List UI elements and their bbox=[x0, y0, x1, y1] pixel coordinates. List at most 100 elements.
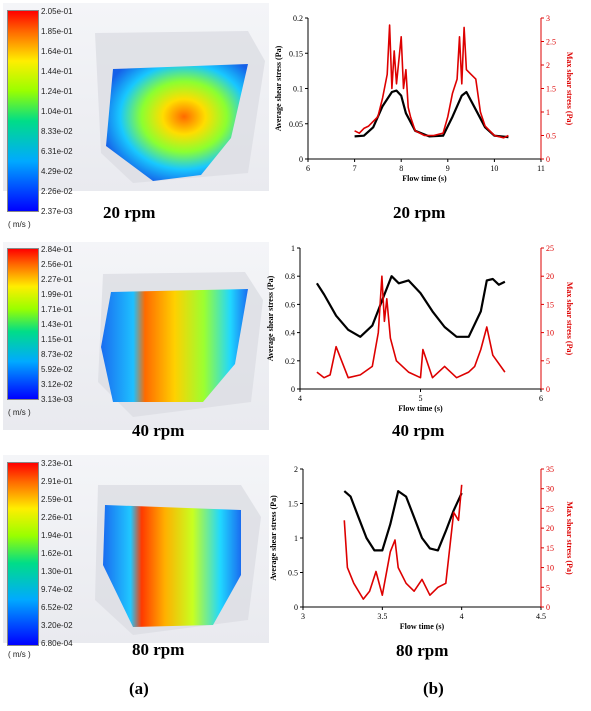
x-tick-label: 4 bbox=[298, 394, 302, 403]
x-axis-label: Flow time (s) bbox=[402, 174, 447, 183]
caption-left-20rpm: 20 rpm bbox=[103, 203, 156, 222]
colorbar-unit: ( m/s ) bbox=[8, 220, 31, 229]
x-tick-label: 10 bbox=[490, 164, 498, 173]
y-axis-label-left: Average shear stress (Pa) bbox=[266, 275, 275, 361]
cfd-contour-image bbox=[95, 485, 261, 635]
cfd-contour-image bbox=[95, 31, 265, 183]
colorbar-tick-label: 1.62e-01 bbox=[41, 549, 73, 558]
cfd-contour-panel-80rpm bbox=[3, 455, 269, 643]
y2-tick-label: 2 bbox=[546, 61, 550, 70]
y2-tick-label: 15 bbox=[546, 300, 554, 309]
y-axis-label-left: Average shear stress (Pa) bbox=[269, 495, 278, 581]
y2-tick-label: 20 bbox=[546, 272, 554, 281]
colorbar-unit: ( m/s ) bbox=[8, 650, 31, 659]
colorbar-tick-label: 4.29e-02 bbox=[41, 167, 73, 176]
x-tick-label: 9 bbox=[446, 164, 450, 173]
x-axis-label: Flow time (s) bbox=[398, 404, 443, 413]
x-tick-label: 8 bbox=[399, 164, 403, 173]
colorbar-tick-label: 1.71e-01 bbox=[41, 305, 73, 314]
y-tick-label: 0.05 bbox=[289, 120, 303, 129]
x-tick-label: 5 bbox=[419, 394, 423, 403]
y-tick-label: 0 bbox=[291, 385, 295, 394]
cfd-contour-panel-40rpm bbox=[3, 242, 269, 430]
caption-right-20rpm: 20 rpm bbox=[393, 203, 446, 222]
y-tick-label: 0 bbox=[294, 603, 298, 612]
y-tick-label: 0.5 bbox=[288, 569, 298, 578]
caption-left-40rpm: 40 rpm bbox=[132, 421, 185, 440]
colorbar-tick-label: 2.84e-01 bbox=[41, 245, 73, 254]
colorbar-tick-label: 1.15e-01 bbox=[41, 335, 73, 344]
series-line-average-shear bbox=[315, 275, 506, 338]
y2-tick-label: 2.5 bbox=[546, 38, 556, 47]
y-tick-label: 1 bbox=[294, 534, 298, 543]
colorbar-tick-label: 1.85e-01 bbox=[41, 27, 73, 36]
y-axis-label-left: Average shear stress (Pa) bbox=[274, 45, 283, 131]
y2-tick-label: 0 bbox=[546, 603, 550, 612]
y2-tick-label: 3 bbox=[546, 14, 550, 23]
y-axis-label-right: Max shear stress (Pa) bbox=[565, 282, 574, 356]
colorbar-tick-label: 1.99e-01 bbox=[41, 290, 73, 299]
y-tick-label: 0.4 bbox=[285, 329, 295, 338]
colorbar-tick-label: 1.30e-01 bbox=[41, 567, 73, 576]
y2-tick-label: 25 bbox=[546, 244, 554, 253]
x-tick-label: 7 bbox=[353, 164, 357, 173]
y-tick-label: 2 bbox=[294, 465, 298, 474]
colorbar-tick-label: 2.27e-01 bbox=[41, 275, 73, 284]
caption-right-40rpm: 40 rpm bbox=[392, 421, 445, 440]
y2-tick-label: 0 bbox=[546, 385, 550, 394]
colorbar-gradient bbox=[7, 248, 39, 400]
chart-1: 6 7 8 9 10 1100.050.10.150.200.511.522.53Flow… bbox=[274, 14, 574, 183]
colorbar-tick-label: 1.24e-01 bbox=[41, 87, 73, 96]
y-tick-label: 0 bbox=[299, 155, 303, 164]
colorbar-tick-label: 8.73e-02 bbox=[41, 350, 73, 359]
colorbar-tick-label: 2.05e-01 bbox=[41, 7, 73, 16]
colorbar-tick-label: 2.56e-01 bbox=[41, 260, 73, 269]
y-tick-label: 0.1 bbox=[293, 85, 303, 94]
series-line-max-shear bbox=[343, 484, 463, 600]
colorbar-tick-label: 5.92e-02 bbox=[41, 365, 73, 374]
colorbar-tick-label: 2.59e-01 bbox=[41, 495, 73, 504]
y2-tick-label: 25 bbox=[546, 504, 554, 513]
y2-tick-label: 30 bbox=[546, 485, 554, 494]
colorbar-tick-label: 9.74e-02 bbox=[41, 585, 73, 594]
series-line-average-shear bbox=[343, 490, 463, 552]
x-tick-label: 6 bbox=[306, 164, 310, 173]
y2-tick-label: 1 bbox=[546, 108, 550, 117]
colorbar-tick-label: 6.80e-04 bbox=[41, 639, 73, 648]
series-line-max-shear bbox=[316, 275, 506, 379]
colorbar-tick-label: 6.31e-02 bbox=[41, 147, 73, 156]
y2-tick-label: 0.5 bbox=[546, 132, 556, 141]
cfd-contour-panel-20rpm bbox=[3, 3, 269, 191]
cfd-contour-image bbox=[98, 272, 263, 417]
colorbar-tick-label: 3.13e-03 bbox=[41, 395, 73, 404]
colorbar-tick-label: 1.64e-01 bbox=[41, 47, 73, 56]
colorbar-tick-label: 3.12e-02 bbox=[41, 380, 73, 389]
colorbar-tick-label: 3.23e-01 bbox=[41, 459, 73, 468]
y2-tick-label: 5 bbox=[546, 357, 550, 366]
y-tick-label: 1.5 bbox=[288, 500, 298, 509]
y-axis-label-right: Max shear stress (Pa) bbox=[565, 501, 574, 575]
y-tick-label: 0.6 bbox=[285, 300, 295, 309]
colorbar-tick-label: 2.26e-01 bbox=[41, 513, 73, 522]
y2-tick-label: 1.5 bbox=[546, 85, 556, 94]
y2-tick-label: 10 bbox=[546, 329, 554, 338]
caption-right-80rpm: 80 rpm bbox=[396, 641, 449, 660]
colorbar-unit: ( m/s ) bbox=[8, 408, 31, 417]
y2-tick-label: 20 bbox=[546, 524, 554, 533]
panel-label-b: (b) bbox=[423, 679, 444, 698]
colorbar-gradient bbox=[7, 10, 39, 212]
x-tick-label: 6 bbox=[539, 394, 543, 403]
x-tick-label: 11 bbox=[537, 164, 545, 173]
colorbar-tick-label: 1.04e-01 bbox=[41, 107, 73, 116]
colorbar-tick-label: 2.26e-02 bbox=[41, 187, 73, 196]
colorbar-tick-label: 1.43e-01 bbox=[41, 320, 73, 329]
x-axis-label: Flow time (s) bbox=[400, 622, 445, 631]
y-tick-label: 0.2 bbox=[293, 14, 303, 23]
x-tick-label: 3.5 bbox=[377, 612, 387, 621]
y2-tick-label: 10 bbox=[546, 564, 554, 573]
colorbar-gradient bbox=[7, 462, 39, 646]
x-tick-label: 4 bbox=[460, 612, 464, 621]
